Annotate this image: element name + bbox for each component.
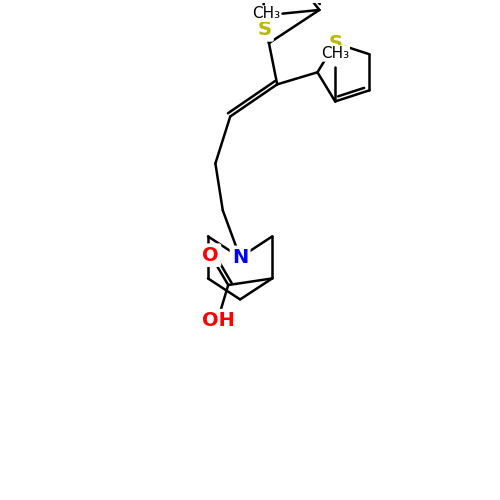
Text: OH: OH — [202, 311, 234, 330]
Text: CH₃: CH₃ — [252, 6, 280, 21]
Text: O: O — [202, 246, 219, 264]
Text: N: N — [232, 248, 248, 267]
Text: CH₃: CH₃ — [321, 46, 349, 61]
Text: S: S — [328, 34, 342, 52]
Text: S: S — [258, 20, 272, 40]
